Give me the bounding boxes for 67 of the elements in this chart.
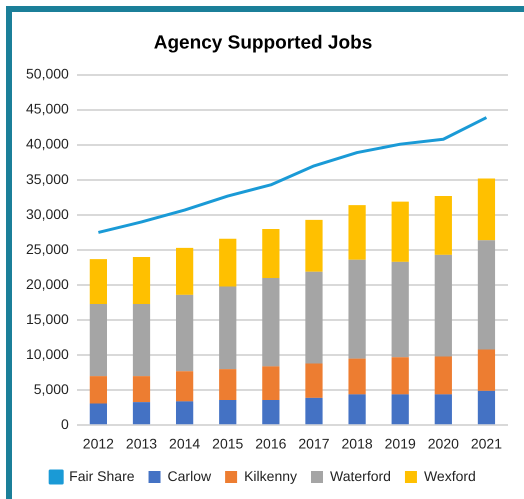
bar: [434, 394, 452, 424]
bar: [176, 248, 194, 295]
bar: [219, 286, 236, 370]
x-tick-label: 2017: [298, 435, 330, 452]
y-tick-label: 25,000: [26, 240, 70, 257]
bar: [348, 205, 366, 260]
bar: [132, 304, 150, 376]
bar: [90, 376, 108, 404]
bar: [132, 402, 150, 424]
bar: [434, 356, 452, 394]
bar: [132, 376, 150, 402]
bar: [90, 403, 108, 424]
x-tick-label: 2020: [428, 435, 460, 452]
bar: [90, 259, 108, 304]
x-tick-label: 2015: [212, 435, 244, 452]
chart-title: Agency Supported Jobs: [154, 32, 372, 54]
y-tick-label: 50,000: [26, 66, 70, 82]
bar: [392, 357, 409, 394]
bar: [348, 394, 366, 424]
bar: [434, 254, 452, 357]
bar: [478, 178, 496, 240]
bar: [176, 371, 194, 402]
bar: [219, 400, 236, 424]
bar: [348, 260, 366, 359]
bar: [176, 401, 194, 424]
bar: [262, 366, 280, 400]
x-tick-label: 2012: [82, 435, 114, 452]
bar: [392, 202, 409, 262]
bar: [176, 294, 194, 372]
y-tick-label: 30,000: [26, 206, 70, 222]
bar: [305, 220, 323, 272]
bar: [219, 369, 236, 400]
bar: [305, 272, 323, 364]
legend-label: Wexford: [424, 468, 476, 484]
y-tick-label: 0: [61, 416, 70, 432]
bar: [392, 262, 409, 358]
y-tick-label: 5,000: [34, 381, 70, 398]
bar: [262, 228, 280, 278]
bar: [392, 394, 409, 424]
bar: [478, 350, 496, 391]
bar: [478, 240, 496, 350]
legend-label: Waterford: [330, 468, 391, 484]
x-tick-label: 2014: [169, 435, 200, 452]
bar: [478, 390, 496, 424]
bar: [434, 196, 452, 255]
y-tick-label: 10,000: [26, 346, 70, 362]
bar: [348, 358, 366, 394]
bar: [132, 257, 150, 304]
bar: [262, 278, 280, 366]
y-tick-label: 40,000: [26, 136, 70, 152]
y-tick-label: 15,000: [26, 310, 70, 327]
x-tick-label: 2016: [255, 435, 287, 452]
bar: [305, 398, 323, 424]
x-tick-label: 2019: [384, 435, 416, 452]
bar: [305, 364, 323, 398]
legend-label: Carlow: [168, 468, 212, 484]
x-tick-label: 2013: [126, 435, 158, 452]
legend-label: Fair Share: [69, 468, 135, 484]
bar: [90, 304, 108, 376]
bar: [262, 400, 280, 424]
y-tick-label: 45,000: [26, 100, 70, 117]
y-tick-label: 35,000: [26, 170, 70, 187]
legend-label: Kilkenny: [244, 468, 298, 484]
x-tick-label: 2021: [470, 435, 502, 452]
x-tick-label: 2018: [342, 435, 373, 452]
bar: [219, 238, 236, 286]
y-tick-label: 20,000: [26, 276, 70, 292]
